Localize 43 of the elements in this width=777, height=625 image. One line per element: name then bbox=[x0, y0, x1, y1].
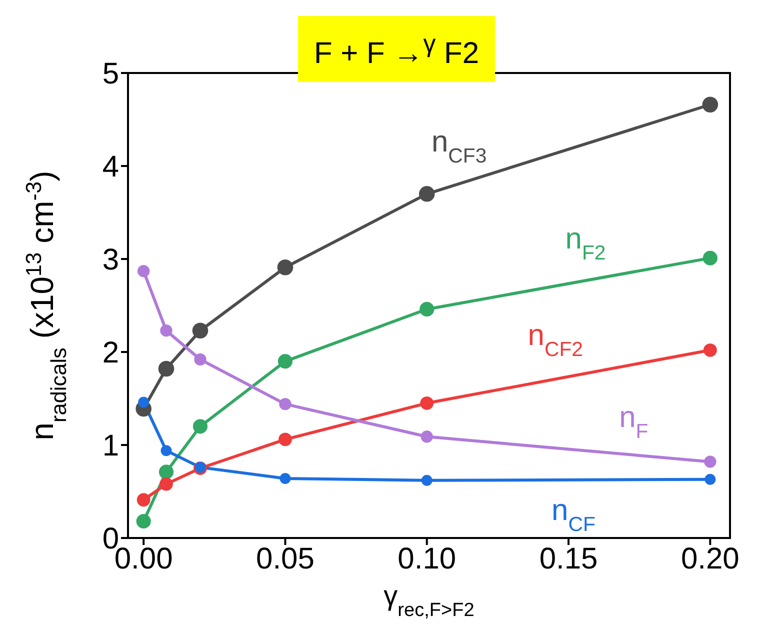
series-label: n$_{CF}$ bbox=[552, 494, 596, 536]
point bbox=[277, 259, 294, 276]
point bbox=[420, 396, 434, 410]
point bbox=[137, 264, 150, 278]
point bbox=[420, 430, 433, 443]
y-tick-label: 3 bbox=[102, 244, 119, 277]
point bbox=[194, 353, 206, 366]
x-tick-label: 0.20 bbox=[680, 542, 740, 576]
point bbox=[138, 396, 150, 408]
chart-title: F + F →$^{γ}$ F2 bbox=[298, 16, 496, 82]
point bbox=[420, 302, 434, 317]
y-tick-label: 2 bbox=[102, 336, 119, 370]
point bbox=[278, 432, 292, 446]
point bbox=[136, 514, 151, 529]
point bbox=[418, 186, 435, 202]
point bbox=[192, 419, 208, 434]
series-label: n$_{F}$ bbox=[619, 400, 648, 443]
y-tick-label: 4 bbox=[102, 150, 119, 184]
point bbox=[702, 250, 718, 266]
y-tick-label: 5 bbox=[102, 58, 119, 91]
series-label: n$_{F2}$ bbox=[565, 222, 606, 265]
series-label: n$_{CF3}$ bbox=[431, 126, 487, 168]
point bbox=[704, 456, 716, 468]
point bbox=[703, 343, 717, 357]
point bbox=[704, 474, 716, 485]
point bbox=[279, 398, 292, 410]
x-tick-label: 0.15 bbox=[539, 542, 598, 576]
point bbox=[136, 493, 150, 507]
point bbox=[158, 464, 174, 480]
x-tick-label: 0.05 bbox=[256, 542, 314, 576]
point bbox=[160, 445, 172, 456]
series-label: n$_{CF2}$ bbox=[528, 319, 584, 362]
point bbox=[160, 477, 173, 491]
x-axis-title: γ$_{rec,F>F2}$ bbox=[384, 580, 474, 620]
point bbox=[158, 360, 174, 377]
point bbox=[192, 322, 208, 339]
point bbox=[280, 472, 291, 484]
x-tick-label: 0.10 bbox=[398, 542, 456, 576]
y-tick-label: 1 bbox=[102, 430, 119, 463]
point bbox=[702, 96, 718, 113]
point bbox=[278, 354, 293, 369]
point bbox=[160, 324, 172, 337]
point bbox=[421, 474, 432, 486]
